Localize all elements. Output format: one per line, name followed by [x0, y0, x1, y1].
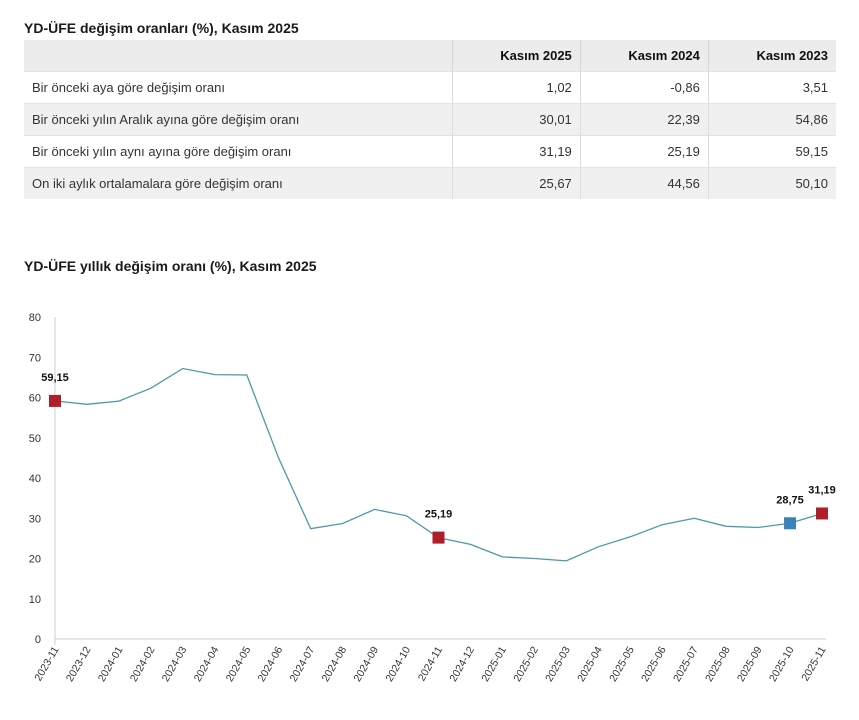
- y-tick-label: 40: [29, 473, 41, 485]
- highlight-marker: [784, 517, 797, 530]
- y-tick-label: 10: [29, 594, 41, 606]
- row-label: Bir önceki aya göre değişim oranı: [24, 71, 453, 104]
- y-tick-label: 60: [29, 393, 41, 405]
- x-tick-label: 2025-03: [543, 644, 573, 684]
- y-tick-label: 30: [29, 513, 41, 525]
- row-label: Bir önceki yılın Aralık ayına göre değiş…: [24, 103, 453, 136]
- cell-value: 50,10: [707, 167, 836, 199]
- y-tick-label: 70: [29, 352, 41, 364]
- x-tick-label: 2024-03: [160, 644, 190, 684]
- x-tick-label: 2024-02: [128, 644, 158, 684]
- x-tick-label: 2025-01: [479, 644, 509, 684]
- highlight-marker: [432, 531, 445, 544]
- cell-value: 30,01: [451, 103, 581, 136]
- x-tick-label: 2024-05: [224, 644, 254, 684]
- highlight-marker: [816, 507, 828, 520]
- x-tick-label: 2025-02: [511, 644, 541, 684]
- x-tick-label: 2025-04: [575, 644, 605, 684]
- table-header-empty: [24, 40, 453, 72]
- table-header-kasim-2025: Kasım 2025: [451, 40, 581, 72]
- x-tick-label: 2025-10: [767, 644, 797, 684]
- x-tick-label: 2024-04: [192, 644, 222, 684]
- cell-value: -0,86: [579, 71, 709, 104]
- y-tick-label: 50: [29, 433, 41, 445]
- x-tick-label: 2024-11: [416, 644, 445, 683]
- chart-title: YD-ÜFE yıllık değişim oranı (%), Kasım 2…: [24, 258, 317, 274]
- row-label: Bir önceki yılın aynı ayına göre değişim…: [24, 135, 453, 168]
- table-row: Bir önceki aya göre değişim oranı 1,02 -…: [24, 71, 836, 104]
- table-header-kasim-2023: Kasım 2023: [707, 40, 836, 72]
- data-label: 31,19: [808, 484, 836, 496]
- x-tick-label: 2023-12: [64, 644, 94, 684]
- highlight-marker: [49, 394, 61, 407]
- cell-value: 22,39: [579, 103, 709, 136]
- cell-value: 25,67: [451, 167, 581, 199]
- y-tick-label: 80: [29, 312, 41, 324]
- x-tick-label: 2025-08: [703, 644, 733, 684]
- row-label: On iki aylık ortalamalara göre değişim o…: [24, 167, 453, 199]
- table-header-kasim-2024: Kasım 2024: [579, 40, 709, 72]
- cell-value: 3,51: [707, 71, 836, 104]
- x-tick-label: 2024-01: [96, 644, 126, 684]
- x-tick-label: 2025-07: [671, 644, 701, 684]
- data-label: 59,15: [41, 372, 69, 384]
- x-tick-label: 2025-05: [607, 644, 637, 684]
- cell-value: 1,02: [451, 71, 581, 104]
- x-tick-label: 2025-09: [735, 644, 765, 684]
- data-label: 25,19: [425, 509, 453, 521]
- x-tick-label: 2024-08: [320, 644, 350, 684]
- cell-value: 44,56: [579, 167, 709, 199]
- cell-value: 31,19: [451, 135, 581, 168]
- x-tick-label: 2024-12: [447, 644, 477, 684]
- rates-table: Kasım 2025 Kasım 2024 Kasım 2023 Bir önc…: [24, 40, 836, 199]
- y-tick-label: 0: [35, 634, 41, 646]
- cell-value: 54,86: [707, 103, 836, 136]
- x-tick-label: 2025-06: [639, 644, 669, 684]
- x-tick-label: 2023-11: [32, 644, 61, 683]
- y-tick-label: 20: [29, 554, 41, 566]
- x-tick-label: 2024-10: [383, 644, 413, 684]
- x-tick-label: 2024-07: [288, 644, 318, 684]
- cell-value: 59,15: [707, 135, 836, 168]
- table-row: Bir önceki yılın aynı ayına göre değişim…: [24, 135, 836, 168]
- x-tick-label: 2024-09: [352, 644, 382, 684]
- table-header-row: Kasım 2025 Kasım 2024 Kasım 2023: [24, 40, 836, 72]
- x-tick-label: 2025-11: [799, 644, 828, 683]
- data-label: 28,75: [776, 494, 804, 506]
- x-tick-label: 2024-06: [256, 644, 286, 684]
- table-row: On iki aylık ortalamalara göre değişim o…: [24, 167, 836, 199]
- table-title: YD-ÜFE değişim oranları (%), Kasım 2025: [24, 20, 299, 36]
- cell-value: 25,19: [579, 135, 709, 168]
- table-row: Bir önceki yılın Aralık ayına göre değiş…: [24, 103, 836, 136]
